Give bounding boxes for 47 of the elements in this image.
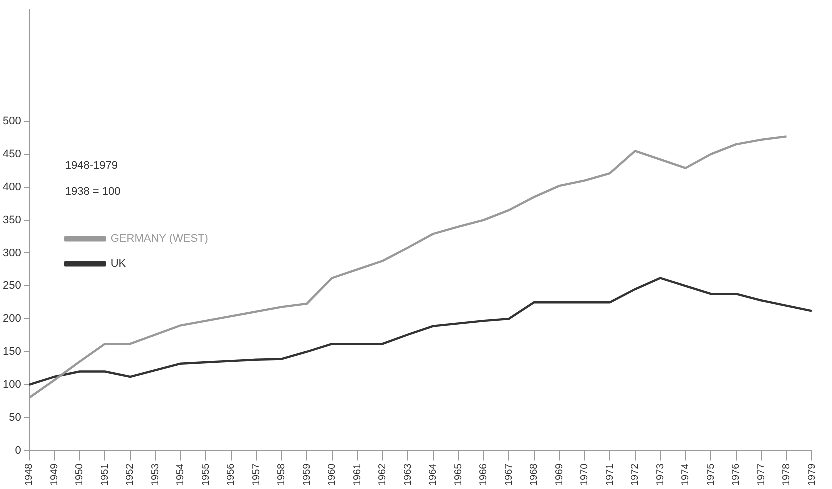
x-tick-label: 1952 <box>125 463 136 486</box>
x-tick-label: 1969 <box>554 463 566 486</box>
x-tick-label: 1965 <box>453 463 464 486</box>
x-tick-label: 1955 <box>200 463 212 486</box>
x-tick-label: 1954 <box>176 463 187 486</box>
x-tick-label: 1972 <box>630 463 642 486</box>
y-tick-label: 450 <box>2 148 22 160</box>
x-tick-label: 1948 <box>24 463 36 486</box>
x-tick-label: 1963 <box>402 463 414 486</box>
y-tick-label: 100 <box>2 378 22 391</box>
x-tick-label: 1967 <box>504 463 515 486</box>
x-tick-label: 1951 <box>100 463 111 486</box>
x-tick-label: 1958 <box>276 463 288 486</box>
x-tick-label: 1973 <box>655 463 666 486</box>
x-tick-label: 1962 <box>378 463 389 486</box>
annotation: 1948-1979 <box>65 160 118 172</box>
x-tick-label: 1974 <box>680 463 692 486</box>
x-tick-label: 1977 <box>756 463 768 486</box>
legend-label: GERMANY (WEST) <box>110 233 208 246</box>
x-tick-label: 1956 <box>226 463 238 486</box>
y-tick-label: 0 <box>15 444 22 457</box>
y-tick-label: 250 <box>2 280 22 292</box>
x-tick-label: 1960 <box>327 463 338 486</box>
y-tick-label: 50 <box>9 412 22 424</box>
y-tick-label: 150 <box>2 346 22 358</box>
x-tick-label: 1959 <box>302 463 313 486</box>
annotation: 1938 = 100 <box>65 186 121 198</box>
y-tick-label: 350 <box>2 214 22 226</box>
x-tick-label: 1957 <box>251 463 262 486</box>
x-tick-label: 1953 <box>150 463 162 486</box>
x-tick-label: 1971 <box>604 463 616 486</box>
legend-label: UK <box>110 258 127 270</box>
x-tick-label: 1961 <box>352 463 364 486</box>
x-tick-label: 1975 <box>706 463 717 486</box>
x-tick-label: 1950 <box>74 463 86 486</box>
x-tick-label: 1978 <box>782 463 793 486</box>
y-tick-label: 500 <box>2 116 22 128</box>
x-tick-label: 1966 <box>478 463 490 486</box>
x-tick-label: 1964 <box>428 463 440 486</box>
y-tick-label: 300 <box>2 247 22 260</box>
x-tick-label: 1949 <box>49 463 60 486</box>
x-tick-label: 1970 <box>580 463 591 486</box>
x-tick-label: 1976 <box>731 463 742 486</box>
x-tick-label: 1968 <box>529 463 540 486</box>
y-tick-label: 400 <box>2 181 22 194</box>
y-tick-label: 200 <box>2 313 22 326</box>
x-tick-label: 1979 <box>806 463 818 486</box>
